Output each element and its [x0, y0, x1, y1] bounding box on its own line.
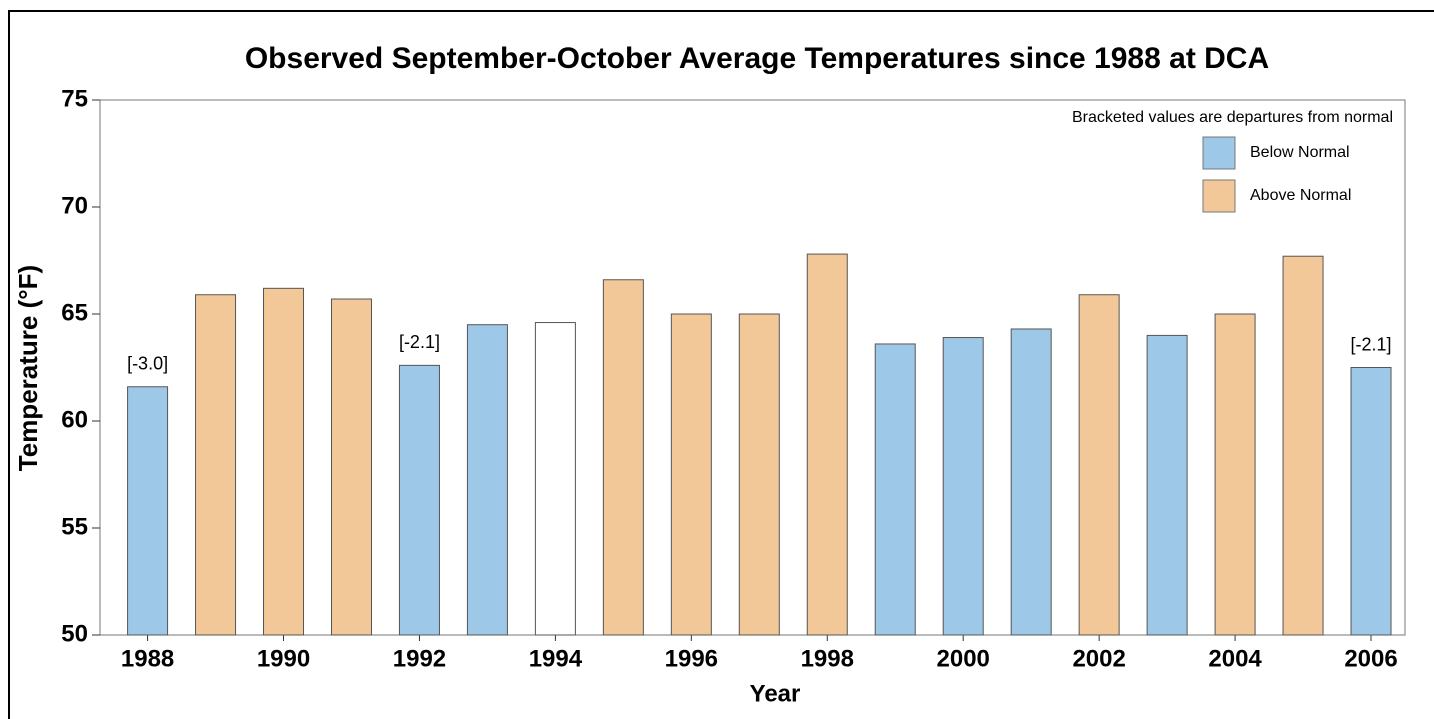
bar: [806, 253, 848, 636]
x-tick-label: 1994: [529, 645, 583, 672]
legend-label: Below Normal: [1250, 144, 1350, 161]
legend-swatch: [1202, 179, 1236, 213]
y-tick-label: 50: [61, 620, 88, 647]
annotation: [-2.1]: [399, 332, 440, 352]
annotation: [-3.0]: [127, 354, 168, 374]
bar: [1350, 367, 1392, 636]
bar: [942, 337, 984, 636]
bar: [1010, 328, 1052, 636]
legend-swatch: [1202, 136, 1236, 170]
chart-title: Observed September-October Average Tempe…: [245, 42, 1269, 75]
x-tick-label: 1992: [393, 645, 446, 672]
y-axis-label: Temperature (°F): [13, 265, 43, 471]
x-tick-label: 2000: [937, 645, 990, 672]
x-tick-label: 2002: [1072, 645, 1125, 672]
bar: [1282, 255, 1324, 636]
bar: [874, 343, 916, 636]
y-tick-label: 75: [61, 85, 88, 112]
y-tick-label: 65: [61, 299, 88, 326]
y-tick-label: 55: [61, 513, 88, 540]
legend-label: Above Normal: [1250, 187, 1351, 204]
bar: [1214, 313, 1256, 636]
bar: [534, 322, 576, 636]
x-axis-label: Year: [750, 680, 801, 707]
y-tick-label: 70: [61, 192, 88, 219]
bar: [602, 279, 644, 636]
annotation: [-2.1]: [1351, 334, 1392, 354]
bar: [1146, 334, 1188, 636]
bar: [195, 294, 237, 636]
frame: [8, 10, 1434, 719]
x-tick-label: 1990: [257, 645, 310, 672]
bar: [466, 324, 508, 636]
bar: [127, 386, 169, 636]
legend-title: Bracketed values are departures from nor…: [1072, 109, 1393, 126]
bar: [1078, 294, 1120, 636]
x-tick-label: 1988: [121, 645, 174, 672]
x-tick-label: 2004: [1208, 645, 1262, 672]
bar: [398, 364, 440, 636]
x-tick-label: 1998: [801, 645, 854, 672]
bar: [738, 313, 780, 636]
y-tick-label: 60: [61, 406, 88, 433]
bar: [670, 313, 712, 636]
bar: [263, 287, 305, 636]
bar: [330, 298, 372, 636]
x-tick-label: 2006: [1344, 645, 1397, 672]
x-tick-label: 1996: [665, 645, 718, 672]
